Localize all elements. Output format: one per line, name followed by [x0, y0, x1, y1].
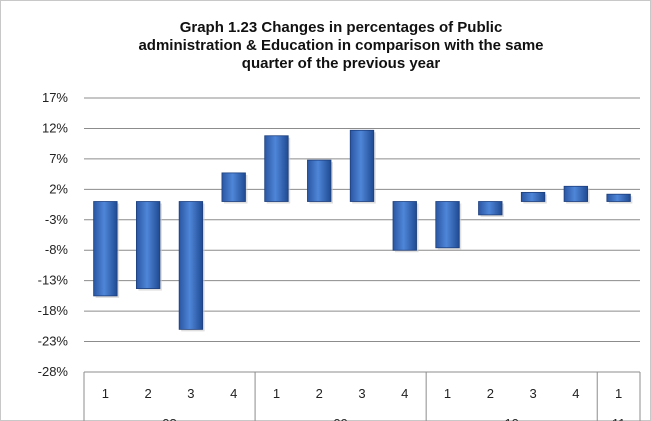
x-category-label: 2 [316, 386, 323, 401]
chart-title-line-1: Graph 1.23 Changes in percentages of Pub… [179, 19, 503, 36]
bar [135, 201, 161, 289]
chart-title: Graph 1.23 Changes in percentages of Pub… [41, 19, 641, 73]
y-tick-label: 17% [42, 90, 68, 105]
x-category-label: 1 [444, 386, 451, 401]
bar [264, 135, 289, 202]
x-category-label: 1 [273, 386, 280, 401]
bar [93, 201, 118, 297]
x-category-label: 3 [358, 386, 365, 401]
x-category-label: 2 [487, 386, 494, 401]
y-tick-label: 12% [42, 120, 68, 135]
chart-title-line-3: quarter of the previous year [241, 55, 441, 72]
bar [349, 129, 375, 202]
x-category-label: 1 [102, 386, 109, 401]
x-category-label: 4 [401, 386, 408, 401]
bar [392, 201, 417, 251]
y-tick-label: -13% [38, 273, 69, 288]
y-tick-label: -3% [45, 212, 69, 227]
y-tick-label: -28% [38, 364, 69, 379]
chart-title-line-2: administration & Education in comparison… [138, 37, 544, 54]
y-tick-label: 2% [49, 181, 68, 196]
x-category-label: 2 [145, 386, 152, 401]
x-category-label: 4 [230, 386, 237, 401]
bar [435, 201, 460, 249]
y-tick-label: 7% [49, 151, 68, 166]
y-tick-label: -18% [38, 303, 69, 318]
x-axis: 1 2 3 4 1 2 3 4 1 2 3 4 1 08 09 10 11 [83, 372, 641, 421]
x-group-label: 10 [504, 416, 518, 421]
bar [307, 159, 332, 202]
y-axis-ticks: 17% 12% 7% 2% -3% -8% -13% -18% -23% -28% [38, 90, 69, 379]
bar [221, 172, 246, 202]
bar [563, 185, 589, 202]
x-category-label: 3 [187, 386, 194, 401]
x-group-label: 11 [612, 416, 626, 421]
bar [478, 201, 503, 216]
bar [178, 201, 204, 330]
x-category-label: 4 [572, 386, 579, 401]
x-category-label: 1 [615, 386, 622, 401]
y-tick-label: -8% [45, 242, 69, 257]
y-tick-label: -23% [38, 334, 69, 349]
x-group-label: 09 [333, 416, 347, 421]
x-category-label: 3 [529, 386, 536, 401]
bar [606, 193, 631, 202]
bar [520, 191, 546, 202]
x-group-label: 08 [162, 416, 176, 421]
bars [93, 129, 633, 332]
